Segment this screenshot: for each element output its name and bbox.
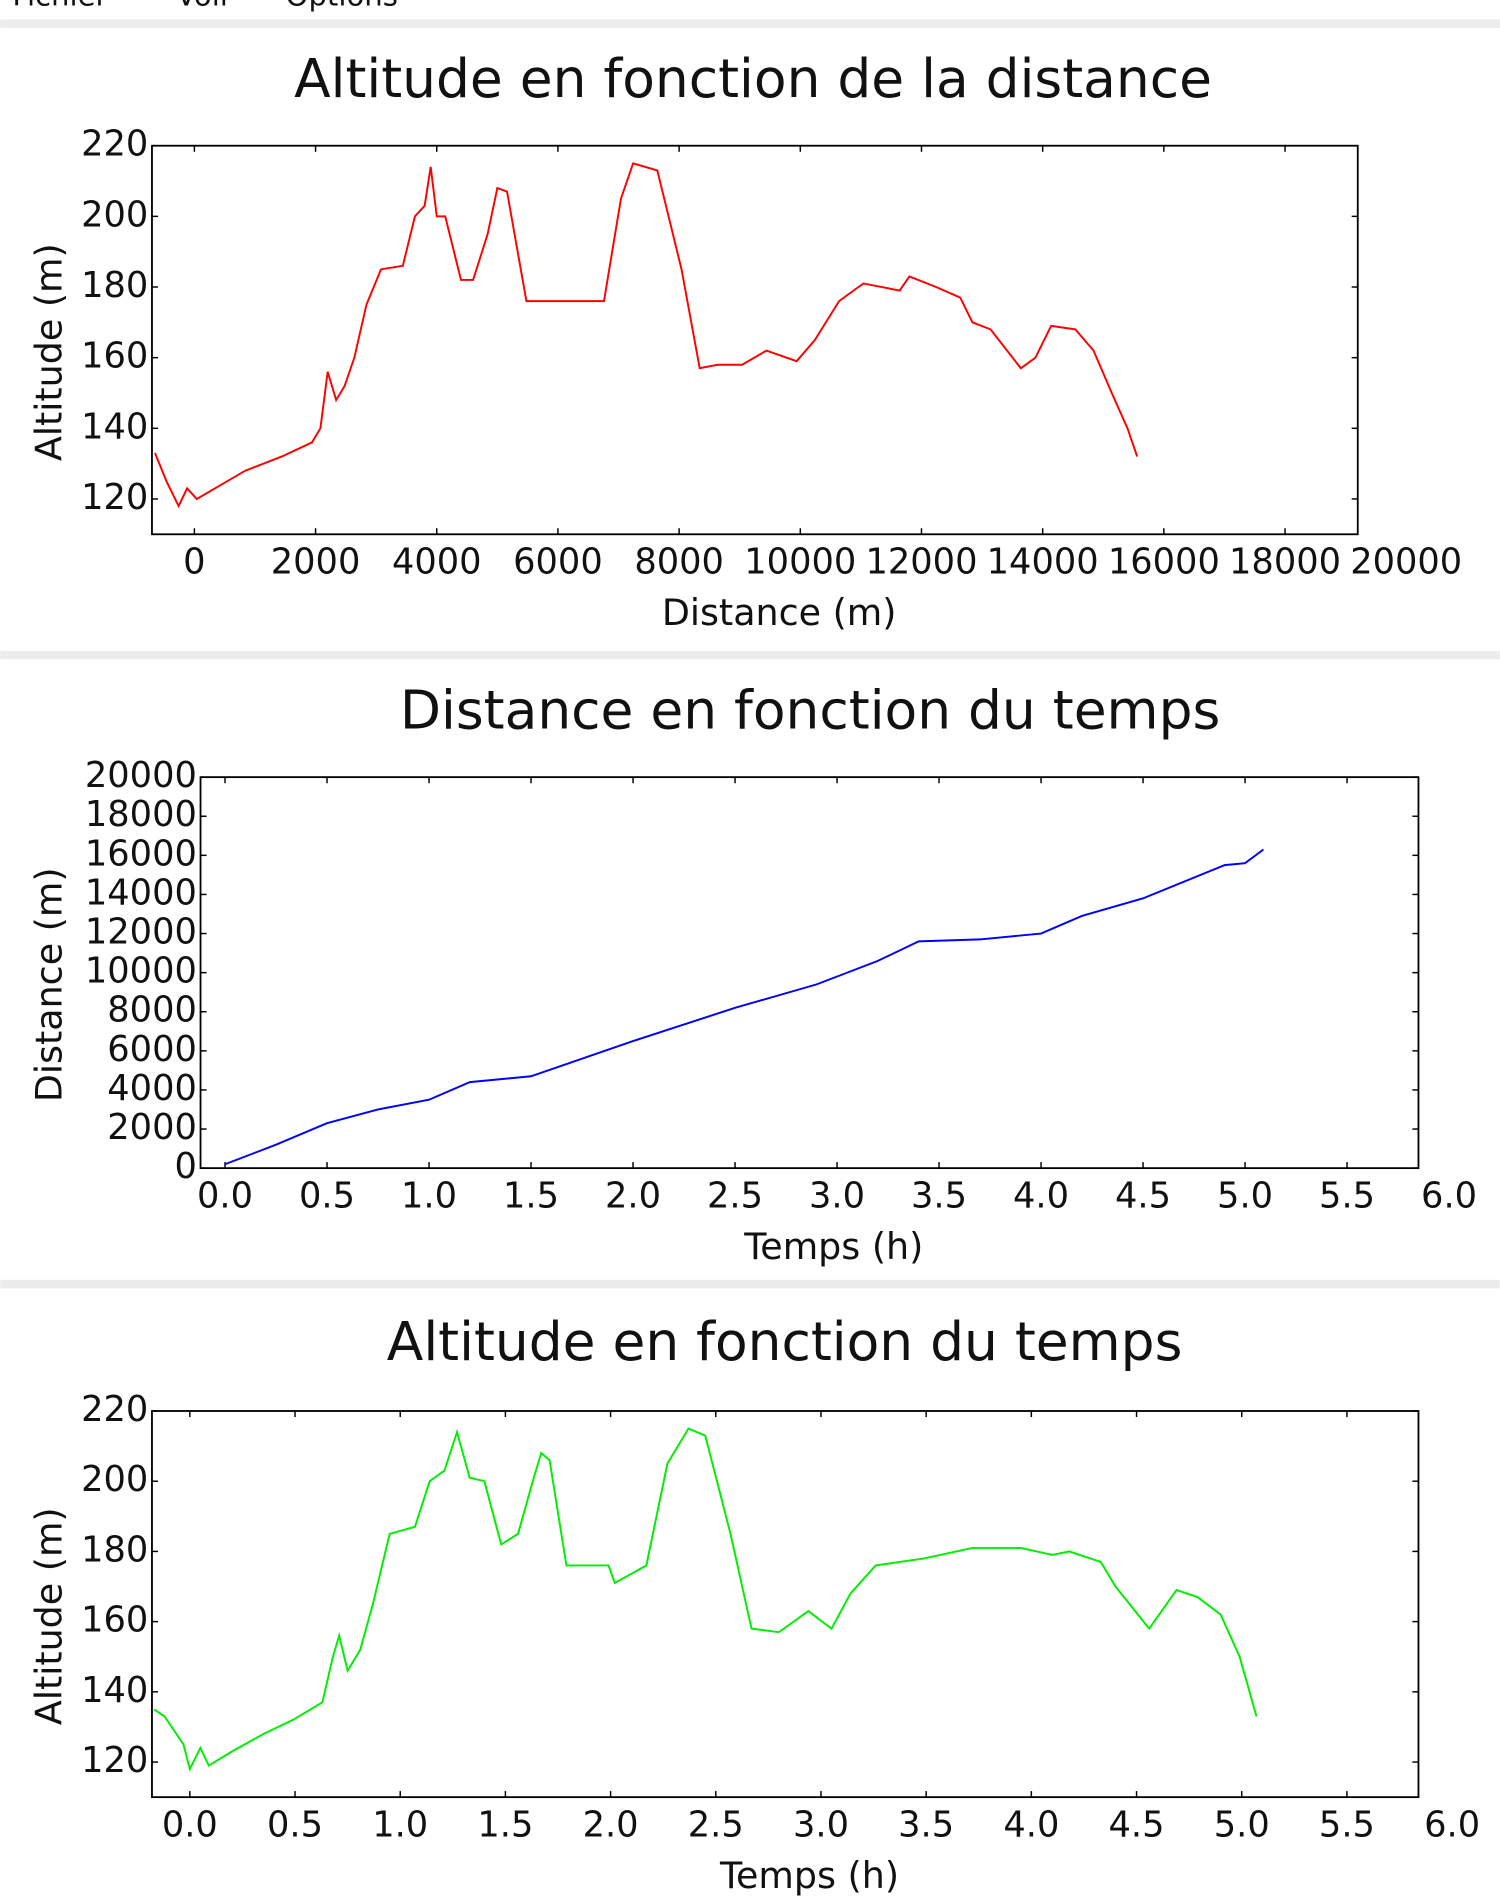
chart-title: Distance en fonction du temps [400, 679, 1220, 742]
x-tick-label: 2000 [271, 541, 361, 582]
y-tick-label: 220 [81, 1389, 148, 1430]
y-tick-label: 140 [81, 406, 148, 447]
x-tick-label: 6.0 [1424, 1804, 1480, 1845]
y-axis-label: Distance (m) [28, 867, 71, 1102]
menu-item[interactable]: Fichier [12, 0, 107, 13]
y-tick-label: 120 [81, 1740, 148, 1781]
x-tick-label: 1.0 [401, 1175, 457, 1216]
x-tick-label: 3.0 [809, 1175, 865, 1216]
y-tick-label: 8000 [107, 990, 197, 1031]
x-tick-label: 0 [183, 541, 205, 582]
separator [0, 650, 1500, 660]
chart-title: Altitude en fonction du temps [387, 1310, 1183, 1373]
x-tick-label: 2.0 [583, 1804, 639, 1845]
menu-item[interactable]: Voir [176, 0, 232, 13]
x-tick-label: 1.5 [477, 1804, 533, 1845]
menu-item[interactable]: Options [286, 0, 398, 13]
x-tick-label: 4000 [392, 541, 482, 582]
x-tick-label: 1.0 [372, 1804, 428, 1845]
x-axis-label: Distance (m) [662, 591, 897, 634]
separator [0, 1279, 1500, 1289]
y-tick-label: 180 [81, 265, 148, 306]
x-tick-label: 16000 [1108, 541, 1220, 582]
y-tick-label: 160 [81, 1600, 148, 1641]
x-tick-label: 12000 [865, 541, 977, 582]
y-tick-label: 200 [81, 1459, 148, 1500]
x-tick-label: 2.5 [707, 1175, 763, 1216]
plot-frame [151, 1410, 1420, 1799]
y-tick-label: 120 [81, 477, 148, 518]
y-tick-label: 12000 [85, 912, 197, 953]
y-tick-label: 6000 [107, 1029, 197, 1070]
x-tick-label: 4.0 [1003, 1804, 1059, 1845]
x-tick-label: 10000 [744, 541, 856, 582]
x-tick-label: 3.5 [898, 1804, 954, 1845]
data-line [154, 162, 1139, 509]
y-tick-label: 14000 [85, 872, 197, 913]
x-tick-label: 5.0 [1214, 1804, 1270, 1845]
data-line [224, 848, 1264, 1166]
x-tick-label: 2.0 [605, 1175, 661, 1216]
y-tick-label: 20000 [85, 755, 197, 796]
x-tick-label: 5.5 [1319, 1175, 1375, 1216]
x-tick-label: 4.5 [1115, 1175, 1171, 1216]
y-tick-label: 10000 [85, 951, 197, 992]
x-tick-label: 0.0 [162, 1804, 218, 1845]
x-axis-label: Temps (h) [719, 1854, 899, 1897]
y-tick-label: 220 [81, 124, 148, 165]
x-tick-label: 0.5 [299, 1175, 355, 1216]
x-tick-label: 5.0 [1217, 1175, 1273, 1216]
x-axis-label: Temps (h) [743, 1225, 923, 1268]
plot-frame [151, 144, 1359, 536]
x-tick-label: 2.5 [688, 1804, 744, 1845]
x-tick-label: 14000 [987, 541, 1099, 582]
y-tick-label: 0 [174, 1146, 196, 1187]
data-line [153, 1427, 1258, 1772]
x-tick-label: 3.5 [911, 1175, 967, 1216]
x-tick-label: 4.5 [1109, 1804, 1165, 1845]
x-tick-label: 0.5 [267, 1804, 323, 1845]
separator [0, 19, 1500, 28]
y-tick-label: 200 [81, 194, 148, 235]
y-axis-label: Altitude (m) [28, 1507, 71, 1725]
y-tick-label: 2000 [107, 1107, 197, 1148]
y-tick-label: 18000 [85, 794, 197, 835]
y-tick-label: 140 [81, 1670, 148, 1711]
x-tick-label: 20000 [1350, 541, 1462, 582]
y-tick-label: 180 [81, 1529, 148, 1570]
x-tick-label: 3.0 [793, 1804, 849, 1845]
x-tick-label: 6000 [513, 541, 603, 582]
y-tick-label: 4000 [107, 1068, 197, 1109]
x-tick-label: 6.0 [1421, 1175, 1477, 1216]
x-tick-label: 8000 [634, 541, 724, 582]
x-tick-label: 18000 [1229, 541, 1341, 582]
y-tick-label: 160 [81, 336, 148, 377]
y-tick-label: 16000 [85, 833, 197, 874]
x-tick-label: 0.0 [197, 1175, 253, 1216]
x-tick-label: 1.5 [503, 1175, 559, 1216]
x-tick-label: 4.0 [1013, 1175, 1069, 1216]
x-tick-label: 5.5 [1319, 1804, 1375, 1845]
chart-title: Altitude en fonction de la distance [294, 47, 1212, 110]
y-axis-label: Altitude (m) [28, 243, 71, 461]
